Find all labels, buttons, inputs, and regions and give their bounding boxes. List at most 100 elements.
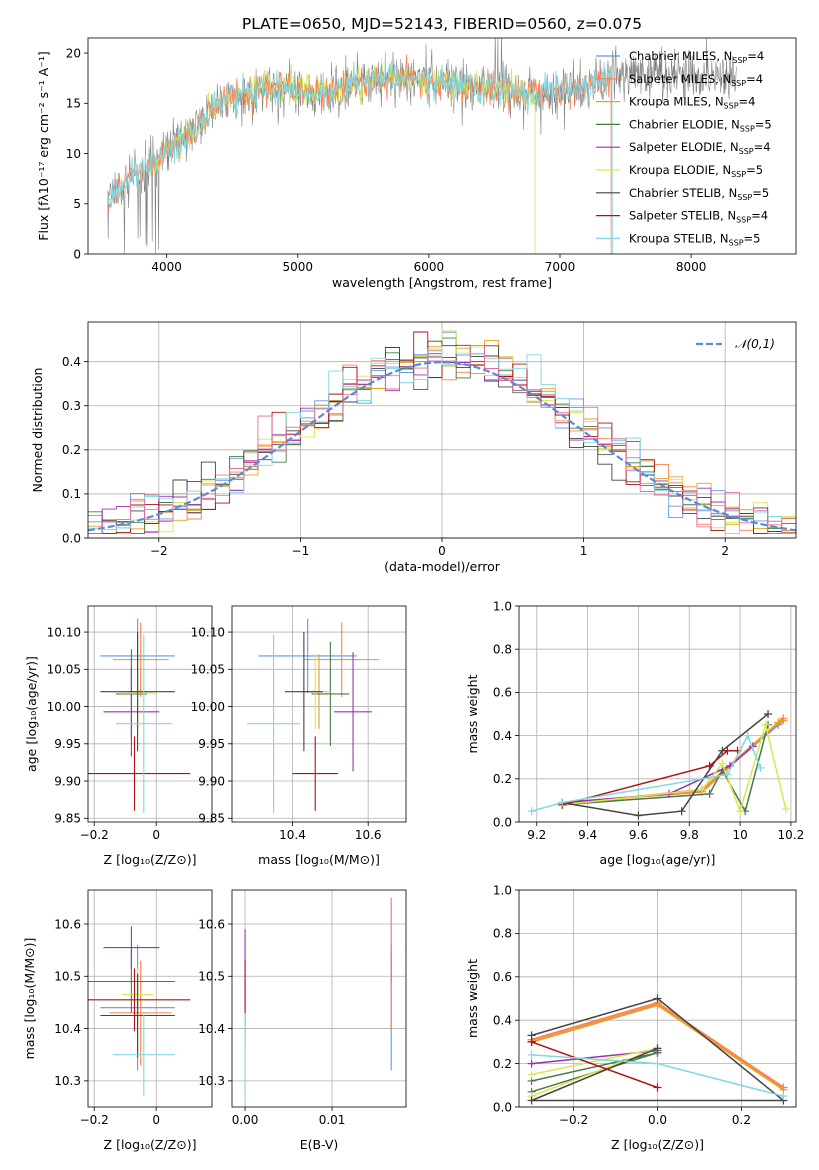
x-tick-label: −0.2: [80, 1113, 109, 1127]
legend-label: Chabrier MILES, NSSP=4: [629, 49, 764, 65]
legend-label: Kroupa MILES, NSSP=4: [629, 95, 755, 111]
legend-label: Salpeter MILES, NSSP=4: [629, 72, 763, 88]
weight-marker: [527, 1070, 536, 1079]
x-tick-label: 9.2: [527, 828, 546, 842]
y-tick-label: 0: [73, 247, 81, 261]
axes-frame: [87, 37, 797, 255]
weight-marker: [653, 1059, 662, 1068]
x-axis-label: Z [log₁₀(Z/Z⊙)]: [104, 852, 197, 867]
weight-marker: [653, 1044, 662, 1053]
axes-frame: [87, 321, 797, 539]
spectrum-model-kroupa-stelib: [107, 51, 613, 254]
legend-sub: SSP: [740, 124, 755, 133]
x-axis-label: Z [log₁₀(Z/Z⊙)]: [104, 1137, 197, 1152]
y-tick-label: 10.00: [47, 700, 81, 714]
y-tick-label: 0.2: [493, 1057, 512, 1071]
y-tick-label: 0.0: [62, 531, 81, 545]
legend-sub: SSP: [737, 193, 752, 202]
legend-text: =5: [744, 231, 761, 245]
plot-area-mass_vs_Z: [88, 926, 191, 1097]
axes-frame: [87, 889, 213, 1108]
gaussian-legend-label: 𝒩(0,1): [735, 337, 775, 351]
weight-line-5: [531, 1047, 658, 1097]
y-tick-label: 1.0: [493, 883, 512, 897]
weight-marker: [736, 807, 745, 816]
weight-marker: [527, 1037, 536, 1046]
y-tick-label: 10.05: [47, 663, 81, 677]
histogram-step-9: [88, 345, 796, 535]
x-tick-label: 4000: [151, 260, 182, 274]
legend-text: Salpeter STELIB, N: [629, 209, 736, 223]
weight-marker: [779, 1092, 788, 1101]
x-axis-label: mass [log₁₀(M/M⊙)]: [258, 852, 380, 867]
y-tick-label: 10.6: [198, 917, 225, 931]
x-tick-label: −0.2: [559, 1113, 588, 1127]
legend-text: =5: [755, 117, 772, 131]
panel-mass_vs_Z: −0.2 0 10.3 10.4 10.5 10.6 Z [log₁₀(Z/Z⊙)] mass…: [22, 889, 213, 1152]
y-axis-label: mass [log₁₀(M/M⊙)]: [22, 938, 37, 1060]
x-tick-label: 5000: [283, 260, 314, 274]
legend-label: Chabrier ELODIE, NSSP=5: [629, 117, 772, 133]
legend-text: =4: [747, 49, 764, 63]
weight-marker: [653, 994, 662, 1003]
legend-sub: SSP: [739, 147, 754, 156]
y-tick-label: 0.6: [493, 686, 512, 700]
weight-marker: [634, 811, 643, 820]
x-tick-label: 0.0: [648, 1113, 667, 1127]
spectrum-model-salpeter-miles: [107, 54, 612, 254]
y-tick-label: 9.85: [198, 812, 225, 826]
weight-marker: [761, 720, 770, 729]
panel-age_vs_mass: 10.4 10.6 9.85 9.90 9.95 10.00 10.05 10.10 mass …: [191, 605, 407, 867]
weight-marker: [558, 798, 567, 807]
legend-text: Salpeter ELODIE, N: [629, 140, 739, 154]
x-tick-label: 9.4: [578, 828, 597, 842]
x-axis-label: (data-model)/error: [384, 559, 501, 574]
x-tick-label: 0.2: [732, 1113, 751, 1127]
plot-area-weight_vs_Z: [527, 994, 788, 1105]
legend-sub: SSP: [724, 102, 739, 111]
panel-weight_vs_age: 9.2 9.4 9.6 9.8 10 10.2 0.0 0.2 0.4 0.6 0.8 1.0 age …: [465, 599, 804, 867]
x-tick-label: 10: [732, 828, 747, 842]
legend-text: =4: [746, 72, 763, 86]
axes-frame: [518, 889, 797, 1108]
y-tick-label: 20: [66, 46, 81, 60]
x-tick-label: 10.6: [355, 828, 382, 842]
weight-marker: [527, 1050, 536, 1059]
panel-spectrum: 4000 5000 6000 7000 8000 0 5 10 15 20 wavelength […: [36, 37, 797, 290]
weight-marker: [723, 770, 732, 779]
legend-text: Chabrier ELODIE, N: [629, 117, 740, 131]
x-tick-label: 6000: [414, 260, 445, 274]
x-tick-label: 7000: [545, 260, 576, 274]
y-tick-label: 0.0: [493, 815, 512, 829]
x-tick-label: 2: [721, 544, 729, 558]
y-tick-label: 15: [66, 97, 81, 111]
weight-line-3: [562, 724, 769, 814]
x-axis-label: age [log₁₀(age/yr)]: [600, 852, 716, 867]
y-tick-label: 0.8: [493, 643, 512, 657]
y-tick-label: 0.6: [493, 970, 512, 984]
legend-text: Kroupa ELODIE, N: [629, 163, 731, 177]
legend-label: Kroupa STELIB, NSSP=5: [629, 231, 760, 247]
y-tick-label: 10.6: [54, 917, 81, 931]
y-tick-label: 0.4: [493, 729, 512, 743]
axes-frame: [231, 889, 407, 1108]
x-tick-label: −1: [292, 544, 310, 558]
x-tick-label: 0.01: [319, 1113, 346, 1127]
y-axis-label: mass weight: [465, 959, 480, 1038]
y-tick-label: 5: [73, 197, 81, 211]
x-tick-label: 0: [152, 1113, 160, 1127]
legend-label: Salpeter STELIB, NSSP=4: [629, 209, 768, 225]
weight-marker: [756, 764, 765, 772]
histogram-step-7: [88, 331, 796, 535]
legend-sub: SSP: [731, 79, 746, 88]
weight-marker: [774, 718, 783, 727]
legend-text: Chabrier MILES, N: [629, 49, 732, 63]
x-tick-label: 10.2: [778, 828, 805, 842]
weight-marker: [764, 710, 773, 718]
legend-text: =5: [746, 163, 763, 177]
weight-marker: [705, 789, 714, 798]
plot-area-mass_vs_EBV: [244, 897, 392, 1097]
x-axis-label: E(B-V): [300, 1137, 339, 1152]
